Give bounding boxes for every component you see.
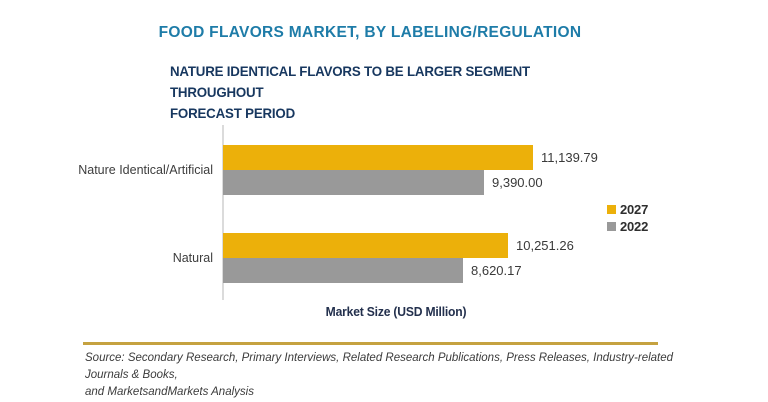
- legend-swatch-icon: [607, 205, 616, 214]
- legend-swatch-icon: [607, 222, 616, 231]
- chart-subtitle-line-2: FORECAST PERIOD: [170, 105, 295, 121]
- x-axis-label: Market Size (USD Million): [325, 305, 467, 319]
- bar-2022: [223, 170, 484, 195]
- bar-2027: [223, 145, 533, 170]
- source-note-line-1: Source: Secondary Research, Primary Inte…: [85, 352, 674, 381]
- category-label: Nature Identical/Artificial: [78, 163, 213, 177]
- source-note-line-2: and MarketsandMarkets Analysis: [85, 386, 254, 398]
- chart-subtitle: NATURE IDENTICAL FLAVORS TO BE LARGER SE…: [170, 61, 626, 124]
- bar-value-label: 10,251.26: [516, 238, 574, 253]
- bar-2027: [223, 233, 508, 258]
- legend-label: 2027: [620, 202, 649, 217]
- legend: 2027 2022: [607, 201, 648, 235]
- bar-value-label: 8,620.17: [471, 263, 522, 278]
- category-label: Natural: [172, 251, 213, 265]
- bar-2022: [223, 258, 463, 283]
- bar-value-label: 11,139.79: [541, 150, 598, 165]
- bar-value-label: 9,390.00: [492, 175, 543, 190]
- y-axis-line: [222, 125, 224, 300]
- legend-item-2027: 2027: [607, 201, 648, 218]
- source-note: Source: Secondary Research, Primary Inte…: [85, 350, 685, 401]
- chart-subtitle-line-1: NATURE IDENTICAL FLAVORS TO BE LARGER SE…: [170, 63, 530, 100]
- chart-title: FOOD FLAVORS MARKET, BY LABELING/REGULAT…: [158, 24, 582, 41]
- source-divider-rule: [83, 342, 658, 345]
- legend-item-2022: 2022: [607, 218, 648, 235]
- legend-label: 2022: [620, 219, 649, 234]
